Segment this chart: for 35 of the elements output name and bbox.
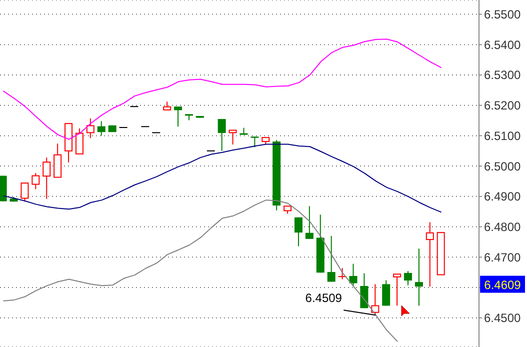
candlestick (97, 120, 106, 136)
y-tick-label: 6.5100 (484, 128, 522, 143)
y-tick-label: 6.5000 (484, 159, 522, 174)
candlestick (414, 248, 423, 306)
y-tick-label: 6.4500 (484, 311, 522, 326)
candlestick (54, 143, 62, 178)
candlestick (327, 235, 336, 282)
candlestick (174, 106, 182, 128)
candlestick (42, 157, 51, 200)
candlestick (32, 172, 40, 190)
y-tick-label: 6.4900 (484, 190, 522, 204)
candlestick (371, 284, 380, 316)
candlestick (218, 118, 226, 152)
annotation: 6.4509 (305, 291, 342, 306)
candlestick (393, 274, 402, 306)
candlestick (228, 130, 237, 146)
y-tick-label: 6.4800 (484, 220, 522, 234)
candlestick (382, 280, 390, 306)
y-tick-label: 6.5400 (484, 38, 522, 52)
y-tick-label: 6.5300 (484, 68, 522, 82)
candlestick (305, 206, 314, 240)
y-tick-label: 6.5500 (484, 8, 522, 22)
candlestick (404, 270, 412, 286)
candlestick (20, 182, 29, 202)
candlestick (250, 136, 259, 148)
text: 6.4609 (484, 278, 522, 292)
y-tick-label: 6.5200 (484, 98, 522, 113)
candlestick (75, 128, 84, 154)
candlestick (360, 272, 368, 309)
line-series (2, 144, 442, 213)
candlestick (349, 263, 358, 286)
candlestick (86, 118, 94, 139)
candlestick (294, 216, 302, 247)
candlestick (426, 222, 434, 288)
y-tick-label: 6.4700 (484, 250, 522, 264)
